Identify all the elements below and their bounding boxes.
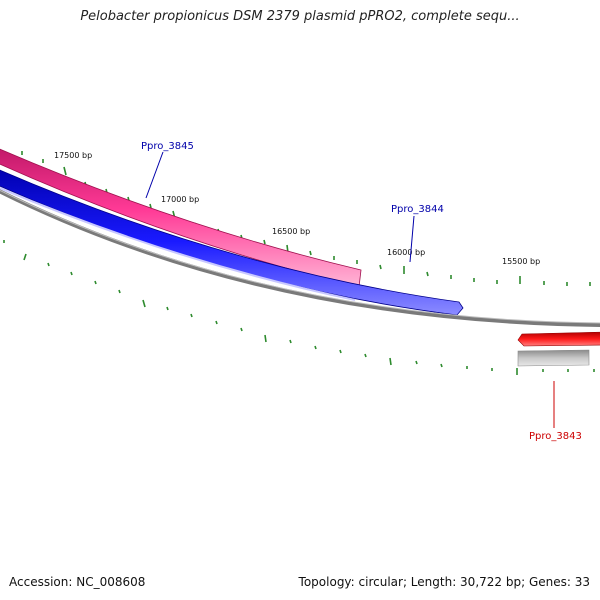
accession-text: Accession: NC_008608 [9, 575, 146, 589]
genome-backbone-arc [0, 189, 600, 327]
gene-arrow-ppro-3843[interactable] [517, 331, 600, 347]
inner-tick-marks [3, 240, 595, 375]
topology-summary: Topology: circular; Length: 30,722 bp; G… [298, 575, 590, 589]
tick-label-17500: 17500 bp [54, 151, 92, 160]
tick-label-16500: 16500 bp [272, 227, 310, 236]
tick-label-17000: 17000 bp [161, 195, 199, 204]
tick-label-16000: 16000 bp [387, 248, 425, 257]
grey-feature-block [517, 349, 590, 367]
gene-label-ppro-3844[interactable]: Ppro_3844 [391, 204, 444, 215]
gene-label-ppro-3843[interactable]: Ppro_3843 [529, 431, 582, 442]
secondary-track-line [0, 187, 356, 301]
label-line-ppro-3844 [409, 215, 415, 263]
gene-label-ppro-3845[interactable]: Ppro_3845 [141, 141, 194, 152]
tick-label-15500: 15500 bp [502, 257, 540, 266]
label-line-ppro-3845 [145, 151, 164, 199]
map-title: Pelobacter propionicus DSM 2379 plasmid … [80, 9, 520, 24]
